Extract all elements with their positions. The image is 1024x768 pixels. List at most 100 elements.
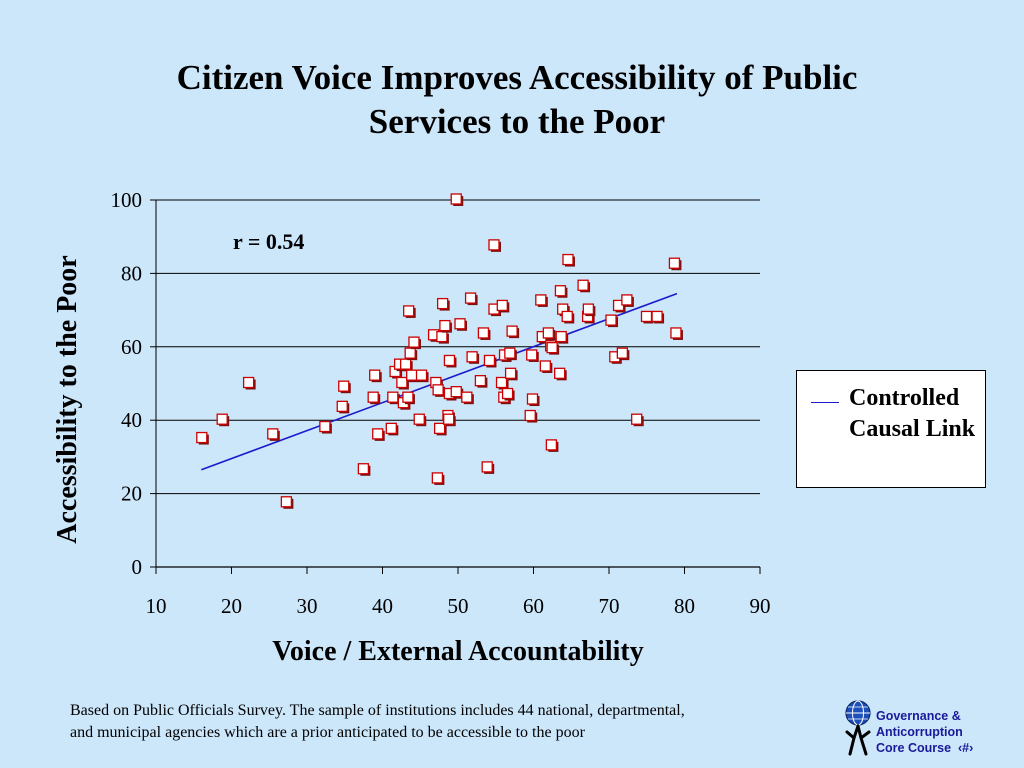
data-point-46: [481, 461, 493, 473]
data-point-80: [616, 347, 628, 359]
data-point-64: [542, 327, 555, 339]
data-point-73: [562, 253, 574, 266]
data-point-6: [336, 400, 348, 413]
data-point-18: [400, 358, 412, 370]
data-point-50: [495, 376, 508, 389]
data-point-23: [408, 336, 420, 348]
scatter-chart: 0 20 40 60 80 100 10 20 30 40 50 60 70 80 90 Voice / Ex…: [52, 188, 771, 667]
data-point-12: [385, 422, 397, 435]
data-point-13: [387, 391, 399, 403]
data-point-84: [651, 310, 663, 323]
x-tick-label-30: 30: [297, 594, 318, 618]
data-point-63: [539, 360, 551, 372]
data-point-61: [535, 294, 547, 306]
data-point-56: [504, 367, 517, 379]
y-tick-label-100: 100: [111, 188, 143, 212]
data-point-85: [668, 257, 681, 269]
data-point-9: [367, 391, 379, 403]
data-point-5: [319, 420, 331, 433]
logo-line-3-text: Core Course: [876, 741, 952, 755]
legend-label: Controlled Causal Link: [849, 385, 976, 442]
data-point-3: [267, 428, 279, 440]
logo-line-1: Governance &: [876, 709, 961, 723]
legend: Controlled Causal Link: [796, 370, 986, 488]
data-point-2: [242, 376, 255, 389]
data-point-31: [436, 330, 448, 343]
data-point-24: [413, 413, 425, 425]
data-point-21: [404, 347, 416, 359]
data-point-58: [524, 409, 536, 422]
footnote-line-2: and municipal agencies which are a prior…: [70, 724, 585, 741]
data-point-22: [406, 369, 418, 381]
data-point-55: [504, 347, 516, 359]
x-tick-label-80: 80: [674, 594, 695, 618]
data-point-82: [631, 413, 643, 425]
footnote: Based on Public Officials Survey. The sa…: [70, 700, 850, 744]
data-point-83: [640, 310, 653, 323]
data-point-4: [280, 496, 293, 508]
data-point-16: [396, 376, 408, 389]
legend-line-swatch: [811, 402, 839, 403]
data-point-45: [477, 327, 490, 339]
x-tick-label-10: 10: [146, 594, 167, 618]
x-tick-label-90: 90: [750, 594, 771, 618]
y-tick-label-80: 80: [121, 261, 142, 285]
data-point-66: [545, 439, 558, 451]
y-tick-label-20: 20: [121, 482, 142, 506]
data-point-81: [621, 294, 633, 306]
data-point-60: [526, 393, 539, 405]
data-point-39: [450, 193, 462, 205]
data-point-33: [439, 319, 451, 332]
data-point-67: [546, 341, 558, 354]
data-point-25: [415, 369, 428, 381]
x-tick-label-20: 20: [221, 594, 242, 618]
data-point-74: [577, 279, 589, 291]
data-point-1: [216, 413, 228, 425]
data-point-7: [338, 380, 350, 392]
data-point-28: [431, 472, 444, 484]
data-point-44: [474, 375, 487, 387]
data-point-47: [483, 354, 496, 367]
data-point-76: [582, 303, 595, 315]
data-point-37: [443, 354, 456, 367]
data-point-54: [501, 387, 514, 400]
data-point-43: [466, 351, 478, 363]
data-point-29: [432, 384, 444, 396]
data-point-86: [670, 327, 682, 339]
logo-line-2: Anticorruption: [876, 725, 963, 739]
data-point-59: [526, 349, 538, 361]
data-point-70: [555, 330, 567, 343]
y-axis-title: Accessibility to the Poor: [52, 255, 83, 544]
x-tick-label-50: 50: [448, 594, 469, 618]
data-point-69: [554, 285, 567, 297]
data-point-68: [554, 367, 566, 379]
course-logo-icon: [845, 700, 871, 756]
data-point-77: [605, 314, 617, 326]
logo-line-3: Core Course ‹#›: [876, 740, 1016, 756]
data-point-0: [196, 431, 208, 444]
data-point-30: [433, 422, 446, 435]
data-point-42: [464, 292, 477, 304]
data-point-10: [369, 369, 381, 381]
data-point-40: [454, 318, 466, 330]
correlation-annotation: r = 0.54: [233, 229, 304, 254]
x-tick-label-40: 40: [372, 594, 393, 618]
data-point-8: [357, 463, 370, 475]
data-point-32: [437, 297, 449, 310]
x-tick-label-70: 70: [599, 594, 620, 618]
data-point-35: [443, 413, 455, 425]
data-point-41: [461, 391, 473, 403]
data-point-72: [561, 310, 573, 323]
y-tick-label-40: 40: [121, 408, 142, 432]
data-point-57: [506, 325, 518, 337]
y-tick-label-60: 60: [121, 335, 142, 359]
data-point-51: [496, 299, 508, 312]
chart-title: Citizen Voice Improves Accessibility of …: [176, 58, 858, 141]
data-point-19: [402, 391, 414, 403]
x-axis-title: Voice / External Accountability: [272, 636, 644, 667]
data-point-20: [403, 305, 415, 317]
x-tick-label-60: 60: [523, 594, 544, 618]
logo-text: Governance & Anticorruption Core Course …: [876, 708, 1016, 756]
data-point-38: [450, 386, 462, 398]
data-point-11: [372, 428, 384, 440]
